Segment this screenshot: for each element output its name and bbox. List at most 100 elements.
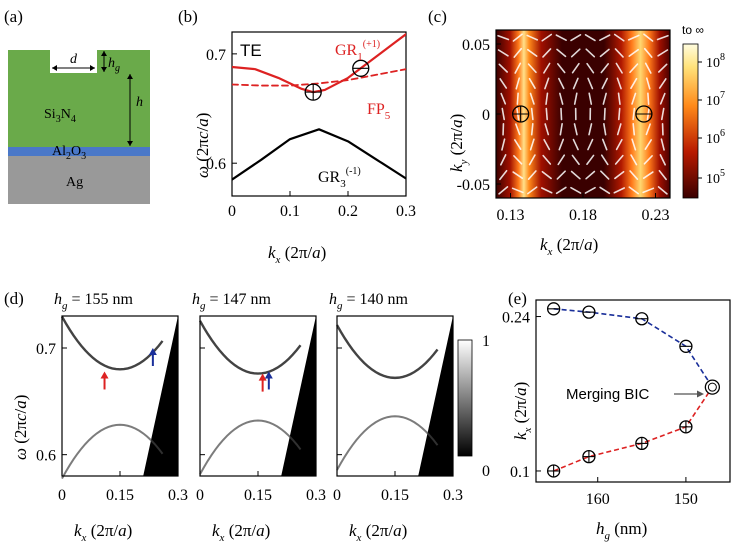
x-tick-label: 0.3 (168, 487, 188, 504)
polarization-vector (527, 170, 537, 181)
polarization-vector (632, 107, 636, 121)
x-tick-label: 0.15 (106, 487, 134, 504)
polarization-vector (618, 107, 621, 121)
polarization-vector (657, 49, 669, 57)
polarization-vector (526, 34, 539, 41)
polarization-vector (555, 186, 567, 195)
polarization-vector (542, 154, 552, 165)
polarization-vector (557, 77, 565, 90)
polarization-vector (586, 154, 595, 166)
panel-e-plot (546, 302, 721, 478)
polarization-vector (644, 139, 652, 151)
x-tick-label: 0.3 (396, 203, 416, 220)
polarization-vector (515, 123, 521, 136)
colorbar-tick-label: 107 (706, 90, 725, 109)
panel-e-xlabel: hg (nm) (596, 519, 647, 542)
colorbar-tick-label: 106 (706, 128, 725, 147)
polarization-vector (599, 48, 610, 58)
colorbar-top-label: to ∞ (682, 23, 704, 37)
polarization-vector (588, 92, 593, 105)
polarization-vector (647, 92, 650, 106)
polarization-vector (599, 34, 611, 41)
polarization-vector (500, 92, 507, 105)
polarization-vector (642, 187, 655, 194)
polarization-vector (603, 107, 606, 121)
heatmap-colorbar (682, 43, 699, 199)
polarization-vector (514, 62, 522, 74)
polarization-vector (613, 187, 626, 194)
polarization-vector (630, 154, 638, 166)
polarization-vector (629, 63, 639, 74)
bic-marker-right (635, 105, 653, 123)
polarization-vector (584, 186, 596, 194)
x-tick-label: 0 (228, 203, 236, 220)
polarization-vector (631, 92, 637, 105)
h-label: h (136, 95, 143, 110)
polarization-vector (543, 138, 551, 151)
polarization-vector (572, 138, 579, 151)
polarization-vector (616, 77, 622, 90)
polarization-vector (588, 123, 593, 136)
panel-b-ylabel: ω (2πc/a) (193, 113, 212, 178)
panel-b-xlabel: kx (2π/a) (268, 243, 326, 266)
polarization-vector (600, 63, 609, 74)
polarization-vector (629, 170, 639, 181)
upper-band (60, 315, 164, 371)
ag-layer (8, 156, 150, 204)
panel-b-ticks: 0 0.1 0.2 0.3 0.6 0.7 (206, 47, 416, 220)
polarization-vector (530, 122, 534, 136)
grayscale-colorbar (457, 339, 473, 457)
polarization-vector (511, 187, 524, 194)
polarization-vector (643, 33, 654, 42)
polarization-vector (617, 92, 621, 105)
lower-branch-point (546, 464, 561, 478)
upper-band (198, 320, 302, 375)
polarization-vector (627, 34, 640, 41)
subplot-title: hg = 140 nm (329, 291, 409, 312)
panel-label-b: (b) (178, 7, 198, 26)
x-tick-label: 0.2 (338, 203, 358, 220)
heatmap-colorbar-ticks: 108 107 106 105 (698, 52, 725, 187)
merging-bic-annotation: Merging BIC (566, 386, 650, 403)
spectrum-subplot: hg = 140 nm 0 0.15 0.3 kx (2π/a) (329, 291, 463, 544)
symmetry-bic-marker (352, 59, 370, 77)
panel-label-d: (d) (4, 289, 24, 308)
light-cone-region (418, 316, 453, 476)
panel-label-a: (a) (4, 7, 23, 26)
polarization-vector (497, 49, 509, 57)
x-tick-label: 0.18 (569, 207, 597, 224)
panel-c: (c) 0.13 0.18 0.23 0.05 0 -0.05 kx (2π/a) ky … (428, 7, 725, 258)
upper-branch-line (553, 308, 714, 388)
polarization-field (497, 33, 669, 195)
al2o3-layer (8, 147, 150, 156)
panel-b-curves (232, 33, 406, 181)
polarization-vector (515, 77, 521, 90)
polarization-vector (602, 92, 607, 105)
polarization-vector (600, 154, 609, 166)
upper-branch-point (635, 312, 649, 326)
polarization-vector (584, 34, 596, 42)
panel-d: (d) hg = 155 nm0 0.15 0.30.70.6kx (2π/a)hg… (4, 289, 490, 544)
polarization-vector (587, 77, 594, 90)
colorbar-tick-label: 108 (706, 52, 725, 71)
polarization-vector (500, 154, 507, 166)
polarization-vector (656, 34, 669, 41)
polarization-vector (543, 62, 551, 74)
polarization-vector (599, 186, 611, 195)
x-tick-label: 0.1 (280, 203, 300, 220)
polarization-vector (499, 78, 508, 89)
lower-band (199, 419, 302, 475)
polarization-vector (529, 92, 535, 105)
colorbar-tick-label: 105 (706, 168, 725, 187)
polarization-vector (528, 77, 536, 90)
panel-e-ticks: 160 150 0.24 0.1 (502, 310, 698, 508)
polarization-vector (657, 186, 668, 195)
polarization-vector (601, 77, 609, 90)
panel-label-e: (e) (508, 289, 527, 308)
polarization-vector (645, 123, 651, 136)
polarization-vector (659, 154, 666, 166)
polarization-vector (513, 47, 523, 58)
polarization-vector (498, 63, 509, 73)
polarization-vector (603, 123, 607, 136)
panel-label-c: (c) (428, 7, 447, 26)
